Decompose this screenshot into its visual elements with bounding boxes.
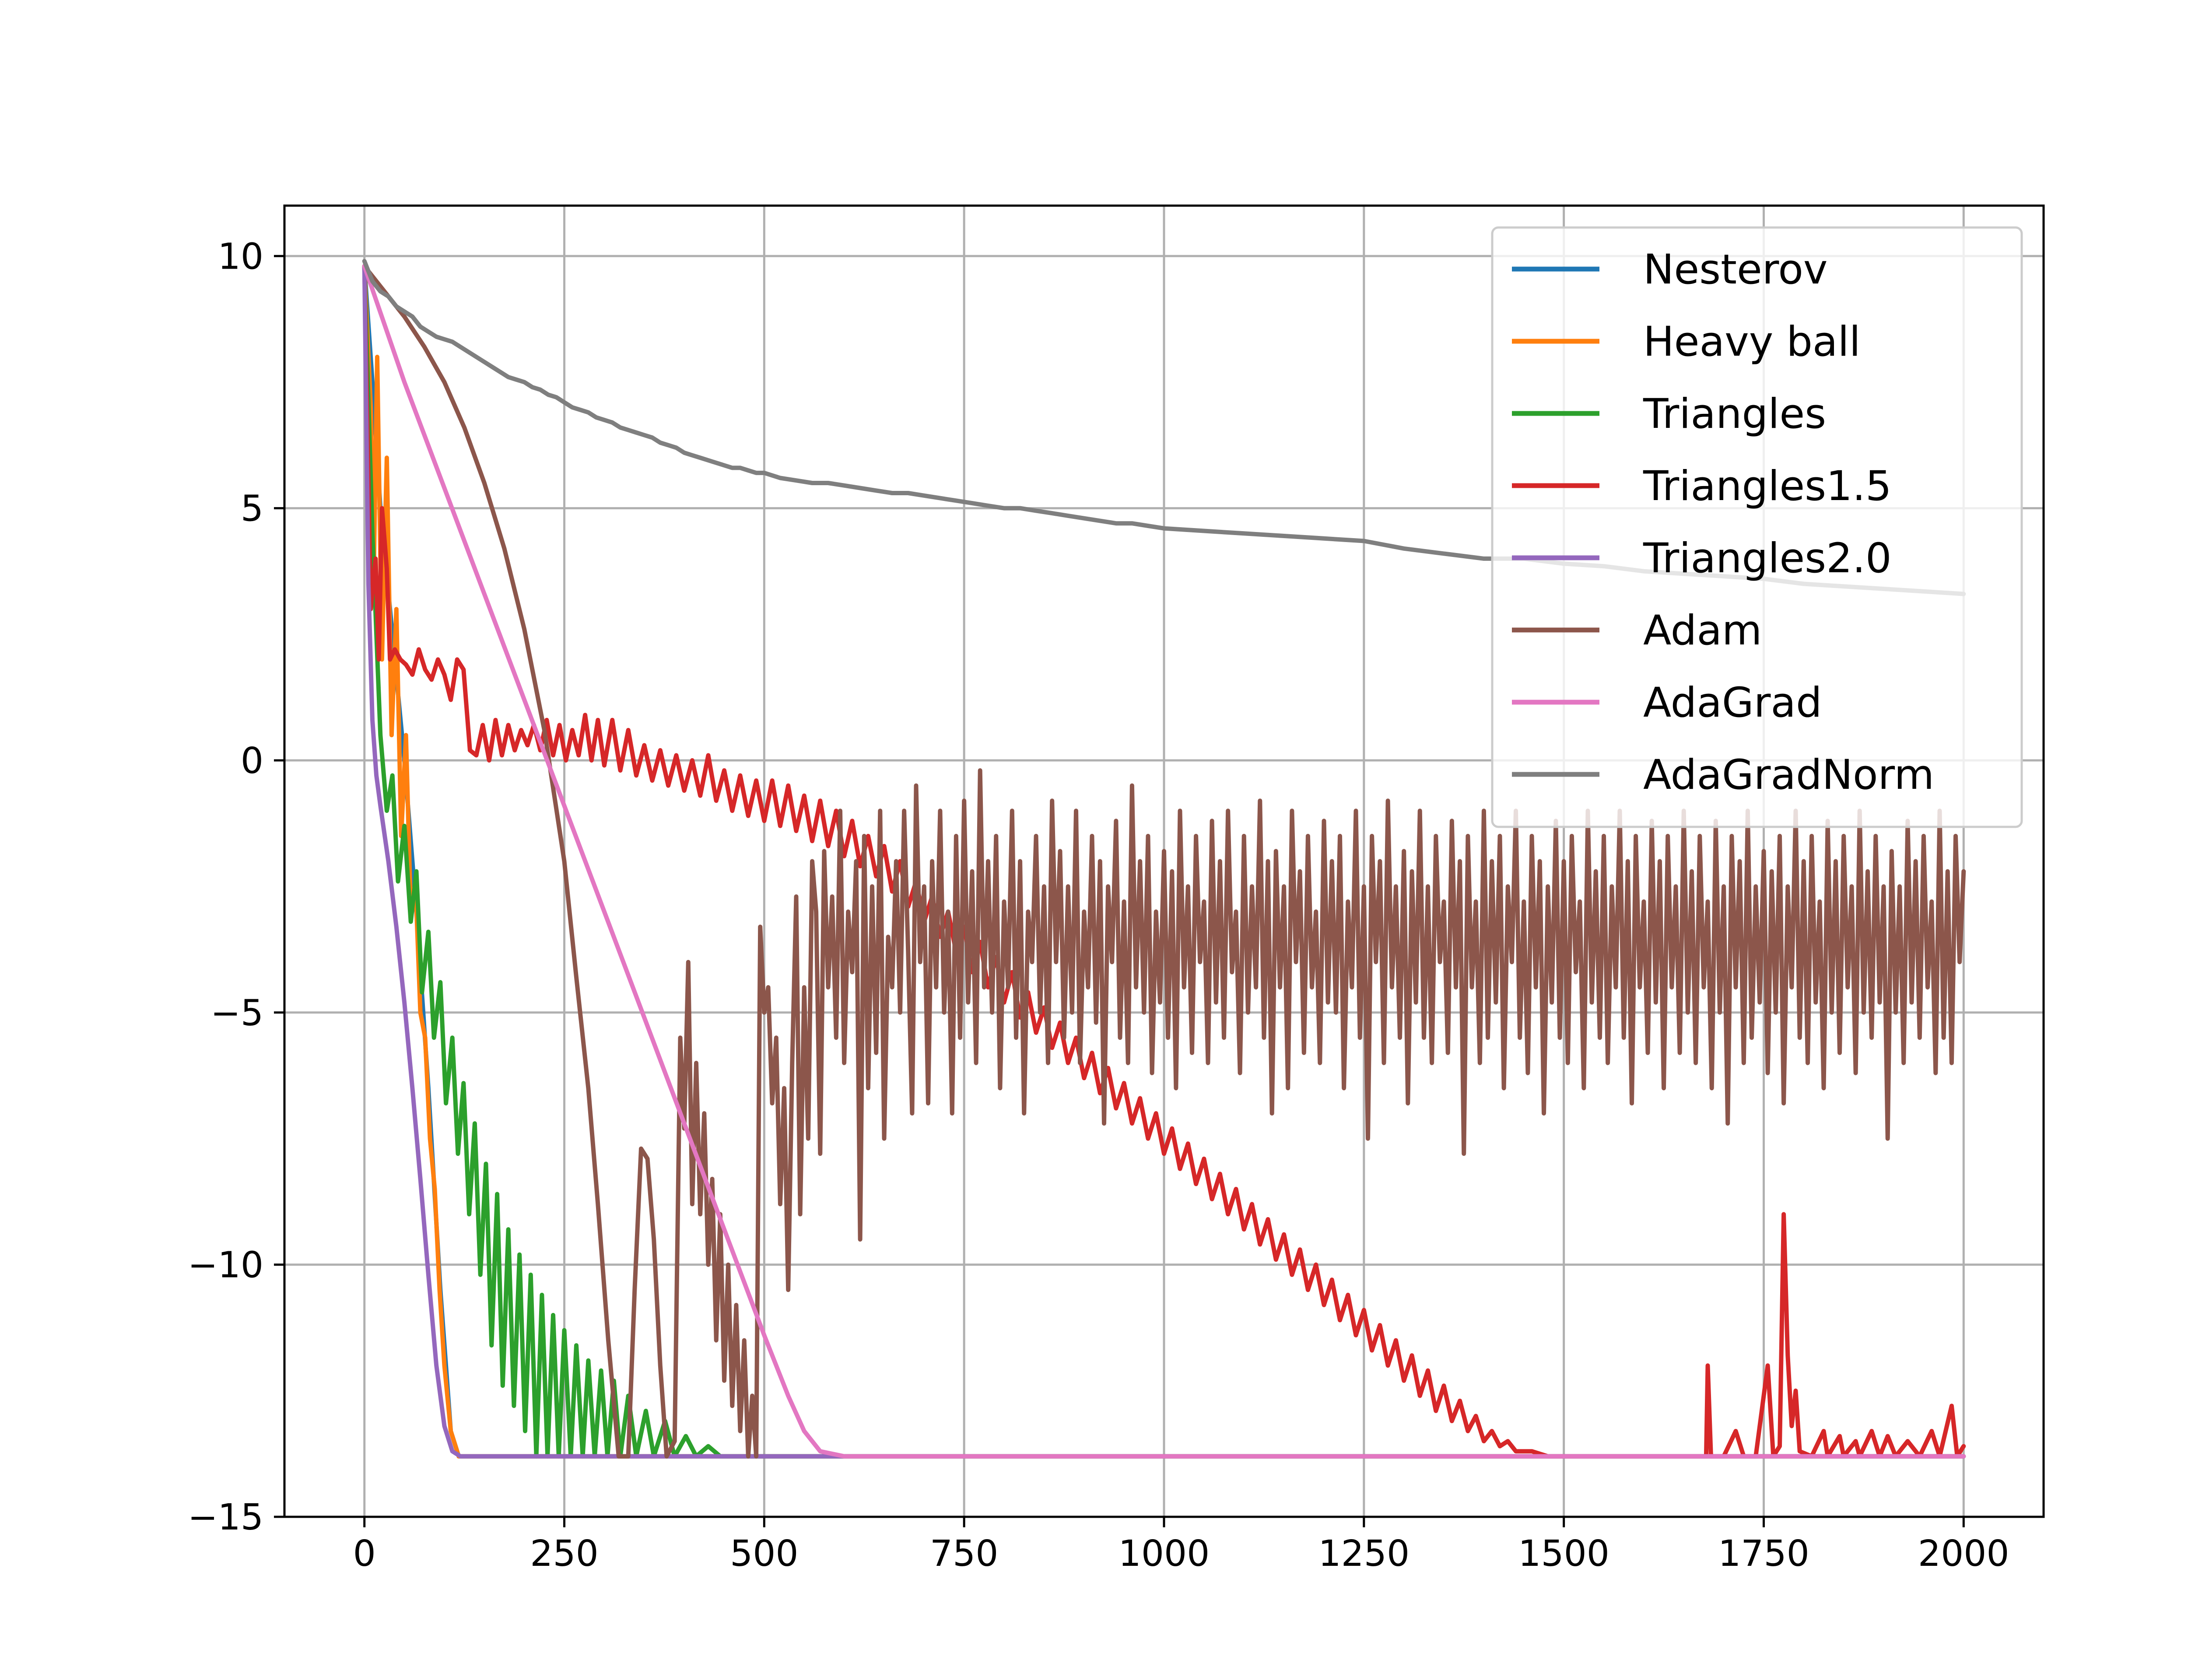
legend-label: Triangles (1643, 390, 1826, 438)
legend-label: Adam (1643, 607, 1762, 654)
series-line-adam (362, 264, 1966, 1459)
x-tick-label: 1000 (1119, 1533, 1210, 1575)
x-tick-label: 250 (530, 1533, 599, 1575)
axis-ticks: 0 250 500 750 1000 1250 1500 1750 2000 −15 −10 −5 0 5… (188, 236, 2009, 1575)
legend-label: Triangles1.5 (1643, 462, 1892, 510)
x-tick-label: 750 (930, 1533, 999, 1575)
x-tick-label: 500 (730, 1533, 799, 1575)
legend-label: Heavy ball (1643, 318, 1861, 366)
x-tick-label: 1250 (1318, 1533, 1410, 1575)
x-tick-label: 1750 (1718, 1533, 1809, 1575)
series-line-adagrad (362, 264, 1966, 1459)
legend-box (1491, 226, 2023, 828)
legend-label: AdaGrad (1643, 679, 1822, 727)
y-tick-label: −5 (210, 992, 263, 1034)
y-tick-label: −15 (188, 1497, 263, 1538)
y-tick-label: −10 (188, 1245, 263, 1286)
x-tick-label: 0 (353, 1533, 376, 1575)
legend-label: Triangles2.0 (1643, 535, 1892, 582)
y-tick-label: 10 (218, 236, 263, 277)
y-tick-label: 5 (241, 488, 263, 530)
x-tick-label: 1500 (1518, 1533, 1609, 1575)
series-lines (362, 259, 1966, 1459)
legend-label: AdaGradNorm (1643, 751, 1934, 799)
x-tick-label: 2000 (1918, 1533, 2009, 1575)
series-line-adagradnorm (362, 259, 1966, 596)
y-tick-label: 0 (241, 740, 263, 782)
series-line-triangles2-0 (362, 264, 1966, 1459)
legend-label: Nesterov (1643, 246, 1828, 294)
legend: Nesterov Heavy ball Triangles Triangles1.5 T… (1491, 226, 2023, 828)
